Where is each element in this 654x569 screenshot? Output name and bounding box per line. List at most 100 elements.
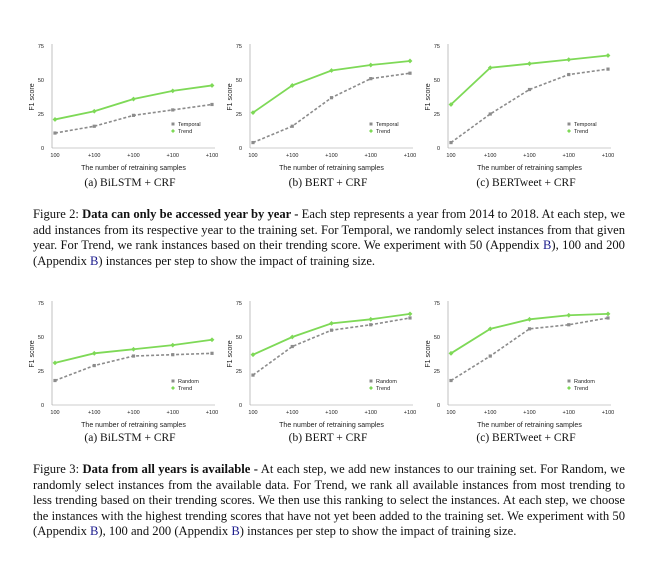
fig2-chart-a-svg: 0 25 50 75 100 +100 +100 +100 +100 F1 score The nu… [29, 44, 218, 172]
data-point-trend [52, 117, 58, 122]
x-axis-label: The number of retraining samples [279, 422, 384, 429]
fig3-text-3: ) instances per step to show the impact … [239, 524, 517, 539]
data-point-temporal [290, 124, 294, 128]
legend-marker-trend [567, 129, 571, 133]
y-tick-label: 75 [434, 44, 440, 50]
x-tick-label: +100 [167, 410, 179, 416]
fig3-subcaption-c: (c) BERTweet + CRF [476, 432, 576, 444]
x-tick-label: +100 [206, 153, 218, 159]
y-tick-label: 75 [434, 301, 440, 307]
fig3-subcaption-b: (b) BERT + CRF [288, 432, 368, 444]
y-tick-label: 25 [434, 112, 440, 118]
data-point-trend [368, 316, 374, 322]
fig2-label: Figure 2: [33, 207, 79, 221]
legend-label-trend: Trend [376, 386, 390, 392]
legend-label-random: Random [178, 379, 199, 385]
legend-label-random: Random [376, 379, 397, 385]
data-point-trend [209, 83, 215, 88]
fig3-appendix-link-2[interactable]: B [231, 524, 240, 539]
x-tick-label: +100 [88, 410, 100, 416]
data-point-temporal [369, 77, 373, 81]
data-point-temporal [527, 87, 532, 92]
data-point-temporal [449, 140, 453, 145]
data-point-trend [329, 321, 334, 326]
legend-label-trend: Trend [178, 386, 192, 392]
y-tick-label: 50 [38, 335, 44, 341]
x-tick-label: +100 [602, 410, 614, 416]
legend-marker-trend [567, 386, 571, 390]
data-point-trend [250, 110, 256, 116]
x-tick-label: +100 [325, 410, 337, 416]
legend-label-trend: Trend [376, 129, 390, 135]
fig3-label: Figure 3: [33, 462, 80, 476]
data-point-temporal [408, 71, 412, 75]
x-tick-label: +100 [523, 410, 535, 416]
fig3-appendix-link-1[interactable]: B [90, 524, 99, 539]
data-point-temporal [488, 112, 492, 116]
fig2-chart-a: 0 25 50 75 100 +100 +100 +100 +100 F1 score The nu… [25, 38, 235, 178]
data-point-random [567, 323, 571, 327]
fig3-chart-c-svg: 0 25 50 75 100 +100 +100 +100 +100 F1 score The nu… [425, 301, 614, 429]
data-point-random [606, 316, 610, 320]
legend-label-temporal: Temporal [574, 122, 597, 128]
data-point-trend [487, 326, 493, 332]
x-axis-label: The number of retraining samples [81, 165, 186, 172]
series-line-random [450, 317, 609, 382]
data-point-trend [566, 312, 572, 318]
fig2-text-3: ) instances per step to show the impact … [98, 253, 376, 268]
fig2-chart-c-svg: 0 25 50 75 100 +100 +100 +100 +100 F1 score The nu… [425, 44, 614, 172]
x-axis-label: The number of retraining samples [477, 165, 582, 172]
x-tick-label: 100 [248, 153, 257, 159]
x-tick-label: +100 [365, 410, 377, 416]
data-point-trend [566, 57, 572, 62]
y-tick-label: 75 [236, 301, 242, 307]
y-tick-label: 25 [236, 369, 242, 375]
x-tick-label: +100 [602, 153, 614, 159]
legend-marker-trend [369, 386, 373, 390]
y-tick-label: 50 [236, 335, 242, 341]
x-tick-label: +100 [563, 410, 575, 416]
y-tick-label: 50 [38, 78, 44, 84]
fig3-chart-b: 0 25 50 75 100 +100 +100 +100 +100 F1 score The nu… [223, 295, 433, 435]
fig2-appendix-link-2[interactable]: B [90, 253, 99, 268]
y-tick-label: 25 [38, 112, 44, 118]
data-point-random [449, 378, 453, 383]
data-point-temporal [131, 113, 136, 117]
x-tick-label: +100 [127, 153, 139, 159]
data-point-trend [407, 311, 413, 317]
fig3-text-2: ), 100 and 200 (Appendix [98, 524, 232, 539]
data-point-temporal [606, 67, 610, 71]
y-tick-label: 0 [41, 146, 44, 152]
data-point-trend [250, 352, 256, 358]
y-axis-label: F1 score [227, 340, 234, 367]
fig2-text-2: ), 100 and 200 (Appendix [33, 238, 625, 268]
y-tick-label: 0 [437, 403, 440, 409]
x-tick-label: +100 [167, 153, 179, 159]
data-point-trend [131, 346, 136, 352]
data-point-trend [170, 88, 176, 94]
fig3-subcaption-a: (a) BiLSTM + CRF [84, 432, 176, 444]
x-tick-label: +100 [286, 410, 298, 416]
fig2-bold-title: Data can only be accessed year by year - [82, 207, 299, 221]
legend-marker-temporal [369, 122, 373, 126]
x-tick-label: +100 [206, 410, 218, 416]
fig2-text-1: Each step represents a year from 2014 to… [33, 207, 626, 253]
x-tick-label: +100 [404, 153, 416, 159]
y-tick-label: 0 [239, 403, 242, 409]
x-tick-label: +100 [365, 153, 377, 159]
data-point-trend [527, 316, 532, 322]
data-point-random [290, 344, 294, 349]
fig2-appendix-link-1[interactable]: B [542, 238, 552, 253]
x-axis-label: The number of retraining samples [477, 422, 582, 429]
y-tick-label: 75 [38, 44, 44, 50]
legend-marker-trend [171, 386, 175, 390]
x-tick-label: 100 [50, 410, 59, 416]
legend-marker-trend [369, 129, 373, 133]
y-tick-label: 0 [437, 146, 440, 152]
x-tick-label: 100 [446, 410, 455, 416]
data-point-trend [329, 68, 334, 73]
data-point-temporal [210, 102, 214, 107]
data-point-random [408, 316, 412, 320]
data-point-trend [605, 53, 611, 58]
fig3-chart-a-svg: 0 25 50 75 100 +100 +100 +100 +100 F1 score The nu… [29, 301, 218, 429]
